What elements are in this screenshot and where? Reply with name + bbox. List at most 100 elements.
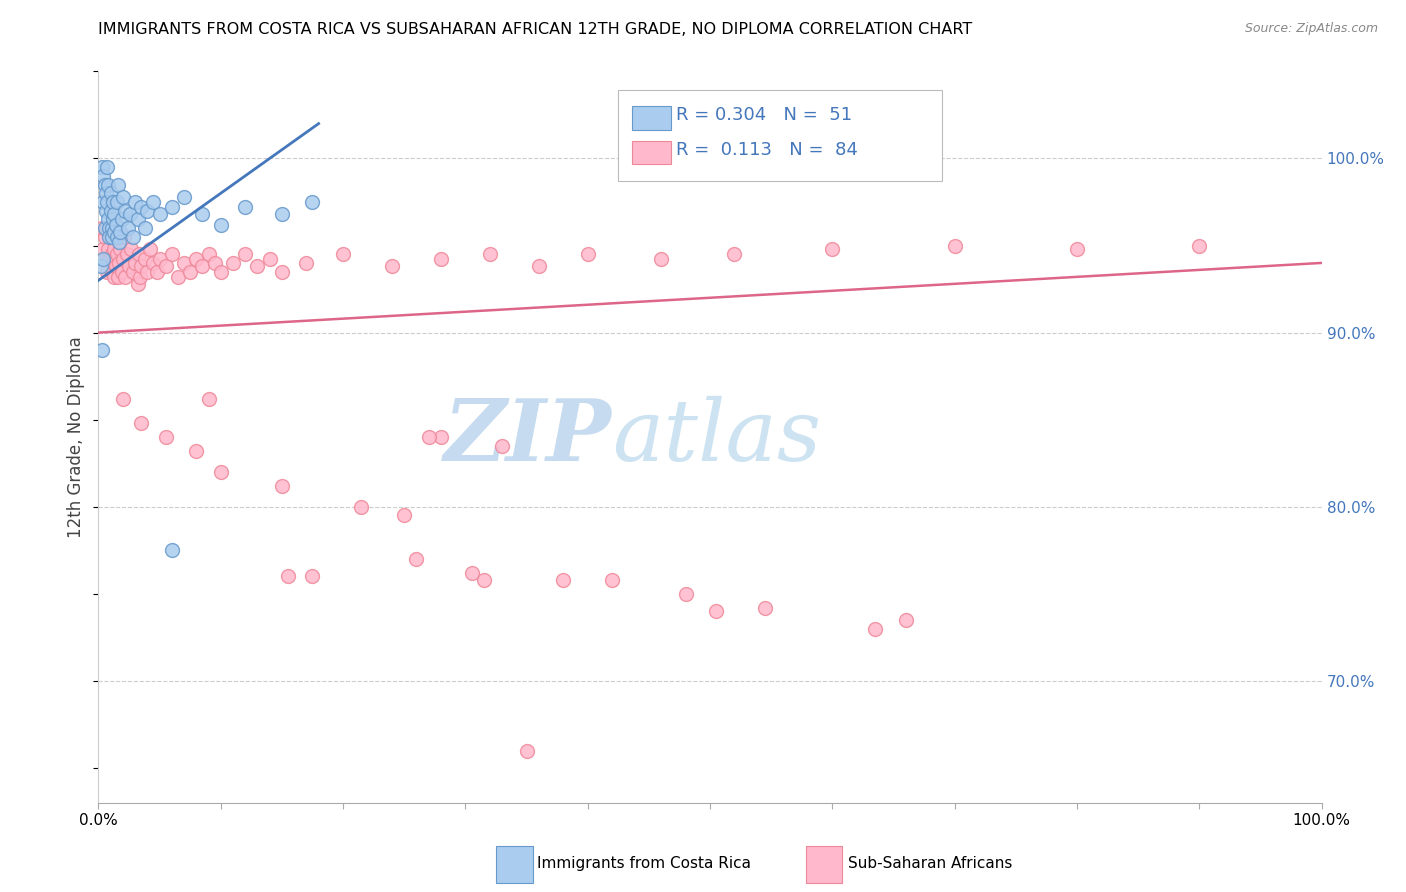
Point xyxy=(191,260,214,274)
Point xyxy=(675,587,697,601)
Point xyxy=(101,229,124,244)
Point xyxy=(103,207,125,221)
Point xyxy=(93,178,115,192)
Point xyxy=(124,194,146,209)
Point xyxy=(155,260,177,274)
Point xyxy=(100,229,122,244)
Point xyxy=(93,229,115,244)
Point xyxy=(134,221,156,235)
Point xyxy=(96,160,118,174)
Point xyxy=(101,212,124,227)
Point xyxy=(430,252,453,267)
Point xyxy=(167,269,190,284)
Point xyxy=(111,252,134,267)
Text: R =  0.113   N =  84: R = 0.113 N = 84 xyxy=(676,141,858,159)
Point xyxy=(111,265,134,279)
Point xyxy=(91,160,114,174)
Point xyxy=(91,242,114,256)
Point xyxy=(460,566,482,580)
Point xyxy=(94,203,117,218)
Point xyxy=(430,430,453,444)
Point xyxy=(472,573,495,587)
Point xyxy=(160,200,183,214)
Point xyxy=(478,247,501,261)
Point xyxy=(110,242,132,256)
Point xyxy=(149,207,172,221)
Point xyxy=(118,260,141,274)
Point xyxy=(129,260,152,274)
Point xyxy=(723,247,745,261)
Point xyxy=(301,194,323,209)
Point xyxy=(277,569,299,583)
Point xyxy=(97,225,120,239)
Point xyxy=(149,252,172,267)
Text: ZIP: ZIP xyxy=(444,395,612,479)
Point xyxy=(515,743,537,757)
Point xyxy=(136,203,159,218)
Point xyxy=(204,256,226,270)
Point xyxy=(233,200,256,214)
Text: Sub-Saharan Africans: Sub-Saharan Africans xyxy=(848,856,1012,871)
Point xyxy=(100,186,122,201)
Point xyxy=(97,212,120,227)
Point xyxy=(233,247,256,261)
Point xyxy=(101,247,124,261)
Point xyxy=(270,479,294,493)
Point xyxy=(943,238,966,252)
Point xyxy=(114,269,136,284)
FancyBboxPatch shape xyxy=(631,106,671,130)
Point xyxy=(1188,238,1211,252)
Point xyxy=(863,622,886,636)
Point xyxy=(111,212,134,227)
Point xyxy=(173,256,195,270)
Point xyxy=(111,190,134,204)
Point xyxy=(94,252,117,267)
Point xyxy=(91,194,114,209)
Point xyxy=(381,260,404,274)
Point xyxy=(101,265,124,279)
Point xyxy=(209,265,232,279)
Point xyxy=(650,252,672,267)
Point xyxy=(124,256,146,270)
Point xyxy=(191,207,214,221)
Point xyxy=(97,178,120,192)
Point xyxy=(120,242,142,256)
Point xyxy=(101,221,124,235)
Point xyxy=(105,247,128,261)
Point xyxy=(98,229,121,244)
Point xyxy=(97,242,120,256)
Point xyxy=(259,252,281,267)
Point xyxy=(129,416,152,430)
Point xyxy=(115,247,138,261)
Text: Source: ZipAtlas.com: Source: ZipAtlas.com xyxy=(1244,22,1378,36)
Point xyxy=(103,225,125,239)
Point xyxy=(127,277,149,291)
Point xyxy=(96,265,118,279)
Point xyxy=(98,252,121,267)
Point xyxy=(98,221,121,235)
Point xyxy=(704,604,727,618)
Point xyxy=(104,260,127,274)
Point xyxy=(105,225,128,239)
Text: Immigrants from Costa Rica: Immigrants from Costa Rica xyxy=(537,856,751,871)
Point xyxy=(129,200,152,214)
Point xyxy=(94,186,117,201)
Point xyxy=(93,221,115,235)
Point xyxy=(91,252,114,267)
Point xyxy=(350,500,373,514)
FancyBboxPatch shape xyxy=(619,90,942,181)
Text: IMMIGRANTS FROM COSTA RICA VS SUBSAHARAN AFRICAN 12TH GRADE, NO DIPLOMA CORRELAT: IMMIGRANTS FROM COSTA RICA VS SUBSAHARAN… xyxy=(98,22,973,37)
Point xyxy=(491,439,513,453)
Point xyxy=(105,229,128,244)
Point xyxy=(301,569,323,583)
Point xyxy=(94,221,117,235)
Point xyxy=(209,465,232,479)
Point xyxy=(103,269,125,284)
Point xyxy=(600,573,623,587)
Point xyxy=(120,207,142,221)
Point xyxy=(222,256,245,270)
Point xyxy=(209,218,232,232)
Point xyxy=(1066,242,1088,256)
Point xyxy=(179,265,201,279)
Point xyxy=(576,247,599,261)
